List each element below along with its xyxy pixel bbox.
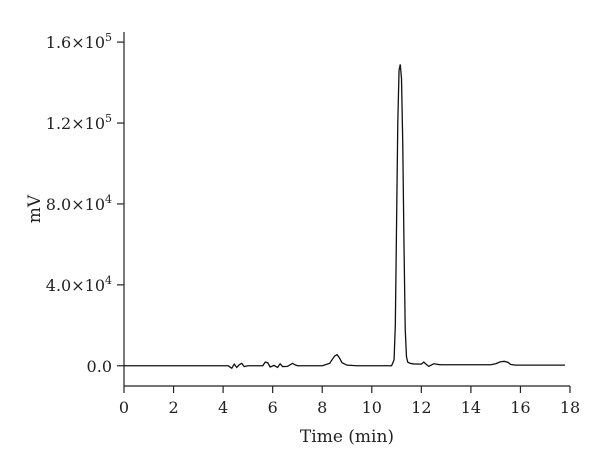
x-tick-label: 18 (560, 398, 580, 417)
x-tick-label: 4 (218, 398, 228, 417)
series-trace-line (124, 64, 566, 370)
x-tick-label: 14 (461, 398, 481, 417)
y-tick-label: 1.6×105 (46, 31, 112, 52)
y-tick-label: 8.0×104 (46, 193, 112, 214)
x-tick-label: 16 (510, 398, 530, 417)
x-tick-label: 8 (317, 398, 327, 417)
x-tick-label: 12 (411, 398, 431, 417)
y-tick-label: 4.0×104 (46, 274, 112, 295)
y-tick-label: 0.0 (87, 357, 112, 376)
x-tick-label: 2 (168, 398, 178, 417)
y-tick-label: 1.2×105 (46, 112, 112, 133)
x-ticks: 0 2 4 6 8 10 12 14 16 18 (119, 386, 580, 417)
x-axis-title: Time (min) (300, 427, 394, 447)
x-tick-label: 6 (268, 398, 278, 417)
y-ticks: 0.0 4.0×104 8.0×104 1.2×105 1.6×105 (46, 31, 124, 376)
axes (123, 32, 570, 387)
x-tick-label: 10 (362, 398, 382, 417)
y-axis-title: mV (25, 194, 45, 223)
x-tick-label: 0 (119, 398, 129, 417)
